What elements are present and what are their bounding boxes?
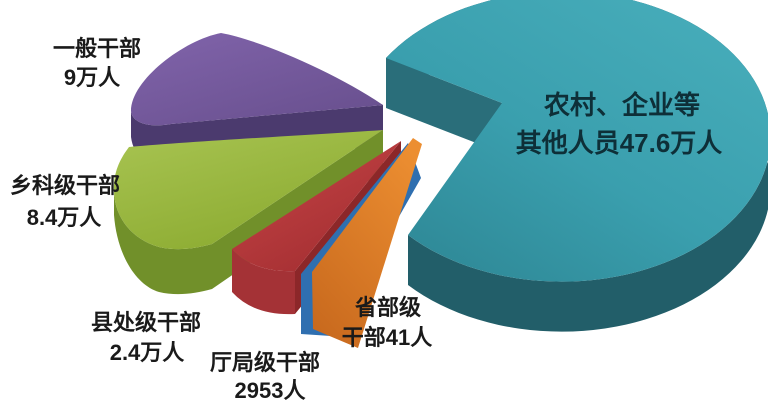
slice-township-cadre-top: [113, 130, 384, 250]
label-bureau-cadre-line1: 厅局级干部: [210, 350, 320, 375]
label-township-cadre-line1: 乡科级干部: [10, 173, 120, 198]
label-township-cadre-line2: 8.4万人: [27, 205, 102, 230]
label-county-cadre-line2: 2.4万人: [110, 340, 185, 365]
slice-other-personnel-cut-face: [386, 58, 502, 153]
slice-county-cadre-top: [232, 141, 401, 272]
slice-provincial-cadre: 省部级 干部41人: [312, 138, 432, 350]
slice-county-cadre-front: [232, 249, 295, 315]
slice-township-cadre: 乡科级干部 8.4万人: [10, 130, 384, 295]
label-other-personnel-line1: 农村、企业等: [543, 90, 700, 120]
label-county-cadre-line1: 县处级干部: [91, 310, 201, 335]
label-general-cadre-line2: 9万人: [64, 65, 120, 90]
slice-township-cadre-rim: [114, 130, 383, 295]
slice-other-personnel: 农村、企业等 其他人员47.6万人: [386, 0, 768, 332]
label-provincial-cadre-line1: 省部级: [354, 295, 421, 320]
slice-other-personnel-top: [386, 0, 768, 282]
label-general-cadre-line1: 一般干部: [53, 36, 141, 61]
slice-general-cadre-top: [131, 33, 383, 126]
label-bureau-cadre-line2: 2953人: [235, 378, 306, 403]
label-provincial-cadre-line2: 干部41人: [342, 325, 432, 350]
label-other-personnel-line2: 其他人员47.6万人: [516, 128, 723, 158]
slice-provincial-cadre-body: [312, 138, 422, 348]
